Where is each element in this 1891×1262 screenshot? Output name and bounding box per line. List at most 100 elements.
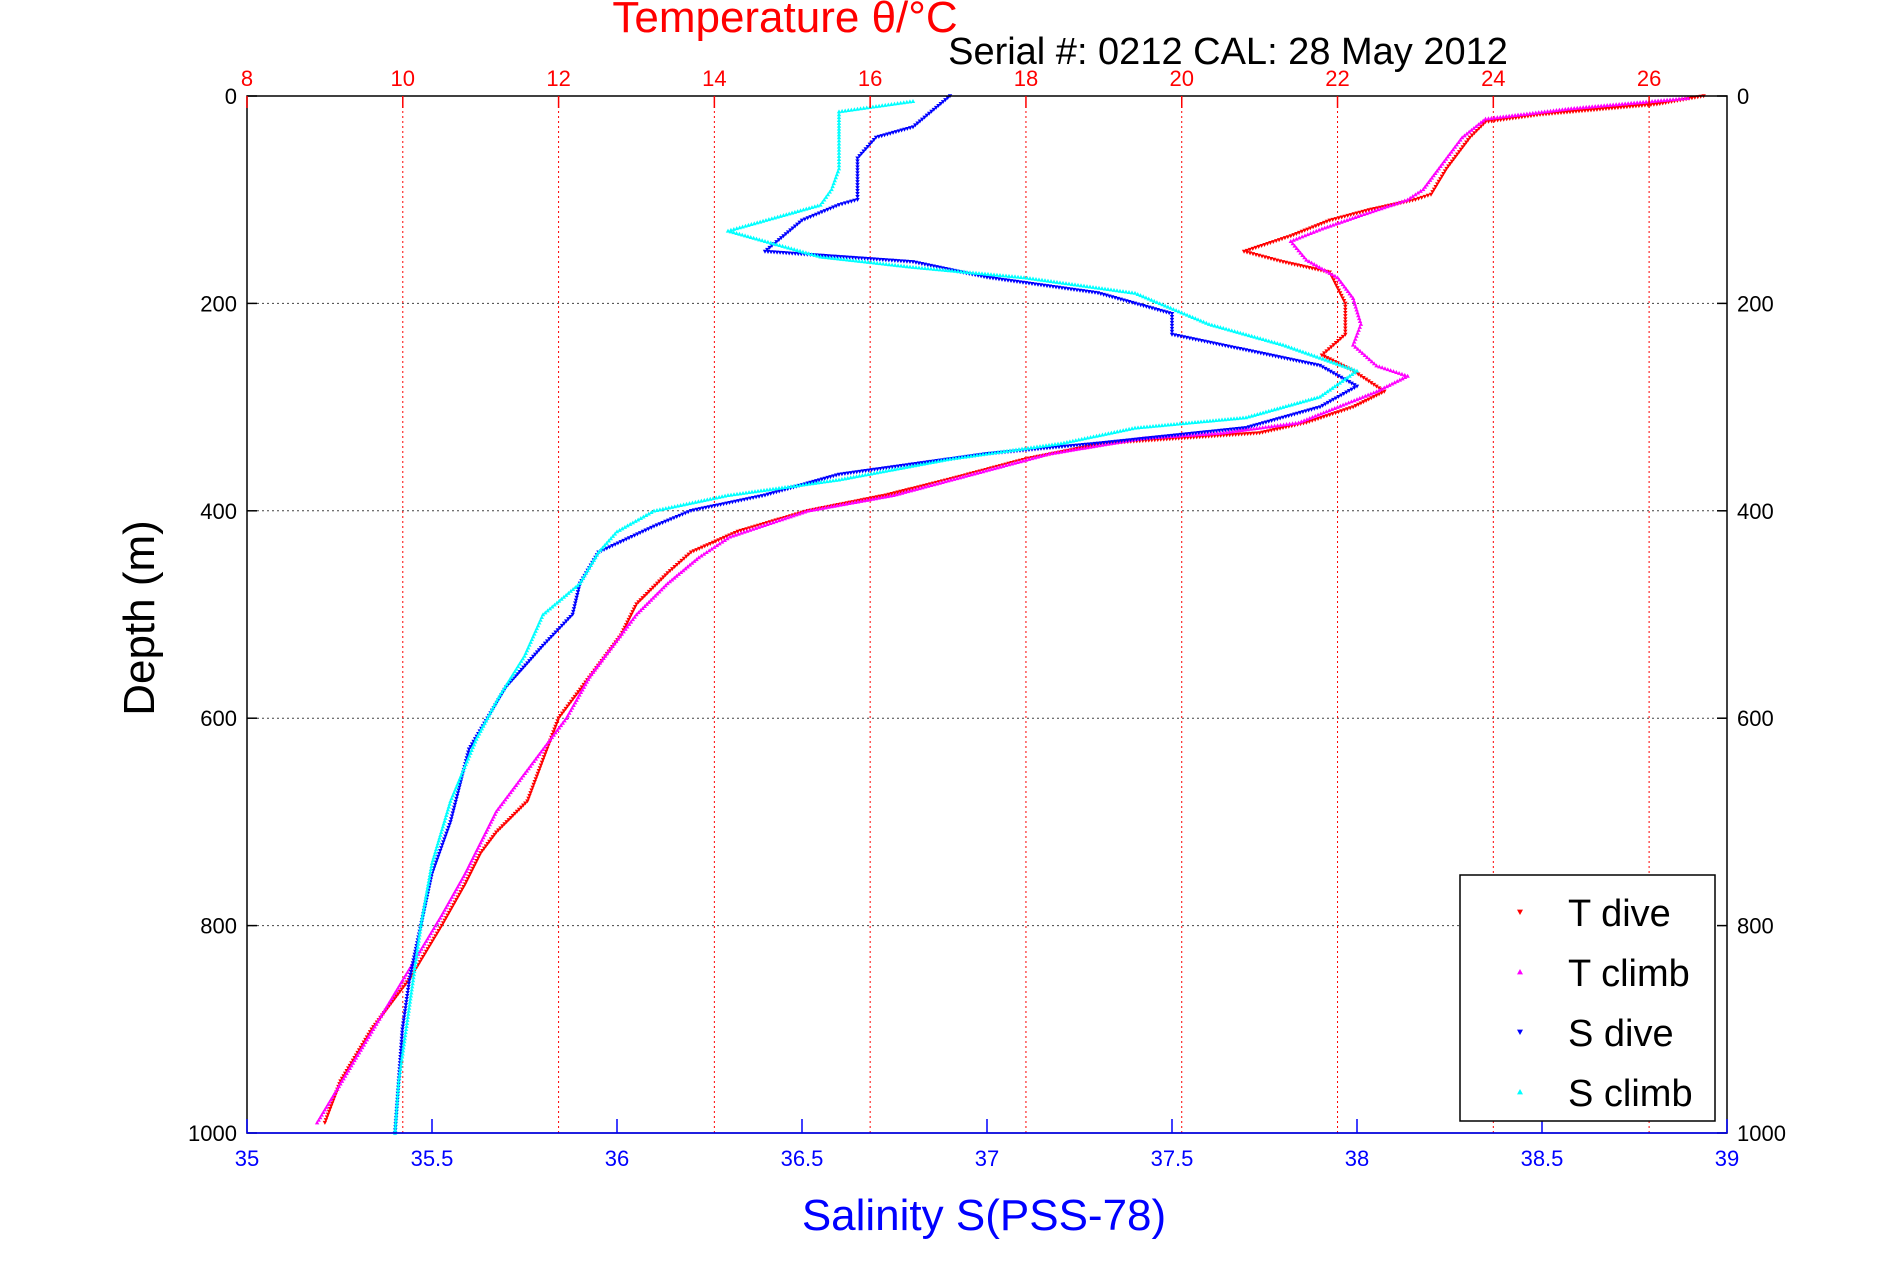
data-point	[1363, 377, 1369, 382]
data-point	[1351, 367, 1357, 372]
data-point	[914, 486, 919, 491]
data-point	[1022, 446, 1028, 451]
data-point	[1637, 100, 1643, 105]
data-point	[774, 250, 780, 255]
data-point	[886, 468, 891, 473]
data-point	[692, 558, 697, 563]
data-point	[411, 972, 417, 977]
data-point	[957, 475, 963, 480]
data-point	[1325, 368, 1331, 373]
data-point	[1143, 295, 1149, 300]
data-point	[478, 851, 483, 856]
data-point	[1294, 236, 1299, 241]
data-point	[667, 569, 673, 574]
data-point	[1422, 194, 1427, 199]
data-point	[1330, 272, 1335, 277]
data-point	[504, 682, 509, 687]
data-point	[898, 259, 904, 264]
data-point	[1476, 122, 1481, 127]
data-point	[855, 156, 860, 161]
data-point	[1368, 391, 1374, 396]
data-point	[649, 525, 654, 530]
data-point	[815, 203, 820, 208]
data-point	[517, 778, 522, 783]
data-point	[1311, 229, 1316, 234]
data-point	[1440, 161, 1445, 166]
data-point	[1103, 431, 1108, 436]
data-point	[1357, 396, 1362, 400]
data-point	[1379, 365, 1385, 370]
data-point	[1445, 154, 1450, 159]
data-point	[1361, 375, 1366, 380]
data-point	[370, 1027, 376, 1032]
data-point	[782, 516, 787, 521]
data-point	[436, 851, 442, 856]
data-point	[601, 656, 606, 661]
data-point	[740, 224, 745, 229]
data-point	[399, 1039, 404, 1044]
data-point	[457, 785, 462, 790]
data-point	[542, 752, 548, 757]
data-point	[1337, 380, 1342, 385]
data-point	[879, 103, 885, 108]
data-point	[1305, 227, 1310, 232]
data-point	[625, 523, 630, 528]
data-point	[1393, 201, 1399, 206]
data-point	[321, 1110, 326, 1115]
data-point	[786, 251, 792, 256]
data-point	[747, 527, 753, 532]
data-point	[1169, 317, 1175, 322]
data-point	[829, 187, 834, 192]
data-point	[770, 486, 776, 491]
data-point	[1058, 449, 1064, 454]
data-point	[502, 822, 507, 827]
data-point	[1353, 404, 1358, 409]
data-point	[1097, 433, 1102, 438]
data-point	[809, 481, 815, 486]
data-point	[410, 981, 415, 986]
data-point	[1682, 96, 1688, 101]
data-point	[1294, 232, 1299, 236]
data-point	[401, 1018, 406, 1023]
data-point	[836, 256, 841, 261]
data-point	[861, 105, 866, 110]
data-point	[1350, 296, 1356, 300]
data-point	[852, 107, 857, 112]
data-point	[880, 469, 886, 474]
data-point	[1163, 434, 1169, 439]
data-point	[912, 463, 918, 468]
data-point	[874, 257, 879, 262]
data-point	[1598, 103, 1604, 108]
data-point	[388, 998, 393, 1003]
data-point	[322, 1107, 328, 1112]
data-point	[824, 479, 830, 484]
data-point	[1079, 446, 1084, 451]
data-point	[663, 519, 668, 524]
data-point	[1333, 396, 1339, 401]
data-point	[901, 100, 906, 105]
data-point	[842, 257, 847, 262]
data-point	[826, 254, 831, 259]
data-point	[748, 234, 753, 239]
data-point	[1309, 260, 1314, 265]
data-point	[413, 960, 418, 964]
data-point	[1007, 448, 1013, 453]
data-point	[1237, 426, 1243, 431]
data-point	[559, 711, 565, 716]
data-point	[660, 506, 666, 511]
data-point	[865, 256, 870, 261]
data-point	[977, 452, 983, 457]
data-point	[1379, 391, 1384, 396]
data-point	[1329, 359, 1334, 364]
data-point	[1299, 419, 1304, 424]
data-point	[568, 588, 573, 593]
data-point	[798, 208, 803, 213]
data-point	[1134, 437, 1139, 442]
data-point	[694, 548, 699, 553]
data-point	[675, 503, 680, 508]
data-point	[853, 256, 858, 261]
data-point	[401, 1015, 407, 1020]
data-point	[399, 1030, 405, 1035]
data-point	[722, 537, 727, 542]
data-point	[749, 222, 754, 227]
